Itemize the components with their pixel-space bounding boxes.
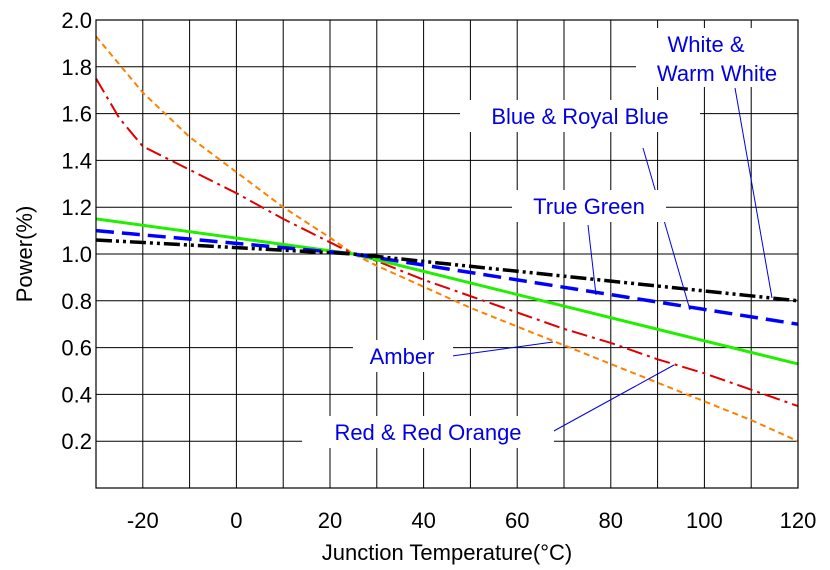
y-tick-label: 0.6	[61, 336, 92, 361]
leader-line-blue	[642, 147, 691, 311]
y-tick-label: 1.8	[61, 55, 92, 80]
annotation-amber: Amber	[370, 344, 435, 369]
x-tick-label: 120	[780, 508, 817, 533]
series-line-4	[95, 238, 799, 303]
leader-line-red	[551, 364, 675, 433]
y-tick-label: 1.2	[61, 195, 92, 220]
series-line-2	[95, 217, 799, 366]
annotation-red-red-orange: Red & Red Orange	[334, 420, 521, 445]
y-tick-label: 1.0	[61, 242, 92, 267]
x-tick-label: 0	[230, 508, 242, 533]
y-tick-label: 0.4	[61, 382, 92, 407]
y-tick-label: 0.2	[61, 429, 92, 454]
series-line-1	[95, 77, 799, 408]
x-tick-label: 100	[686, 508, 723, 533]
series-lines	[95, 35, 799, 443]
leader-line-amber	[451, 341, 554, 357]
annotation-white-line1: White &	[667, 32, 744, 57]
x-axis-title: Junction Temperature(°C)	[322, 540, 573, 565]
y-tick-label: 1.6	[61, 102, 92, 127]
series-line-3	[95, 228, 799, 326]
tick-labels: -20 0 20 40 60 80 100 120 0.2 0.4 0.6 0.8 1.0 1.2 1.4 1…	[61, 8, 816, 533]
y-tick-label: 1.4	[61, 148, 92, 173]
x-tick-label: 40	[411, 508, 435, 533]
y-axis-title: Power(%)	[12, 206, 37, 303]
plot-frame	[95, 19, 799, 489]
annotation-blue-royal-blue: Blue & Royal Blue	[491, 104, 668, 129]
x-tick-label: 60	[505, 508, 529, 533]
leader-line-white	[734, 87, 773, 299]
x-tick-label: 80	[599, 508, 623, 533]
y-tick-label: 2.0	[61, 8, 92, 33]
annotation-true-green: True Green	[533, 194, 645, 219]
x-tick-label: -20	[127, 508, 159, 533]
y-tick-label: 0.8	[61, 289, 92, 314]
annotations: White & Warm White Blue & Royal Blue Tru…	[302, 28, 798, 448]
annotation-white-line2: Warm White	[657, 61, 777, 86]
leader-line-true-green	[587, 224, 597, 296]
x-tick-label: 20	[318, 508, 342, 533]
